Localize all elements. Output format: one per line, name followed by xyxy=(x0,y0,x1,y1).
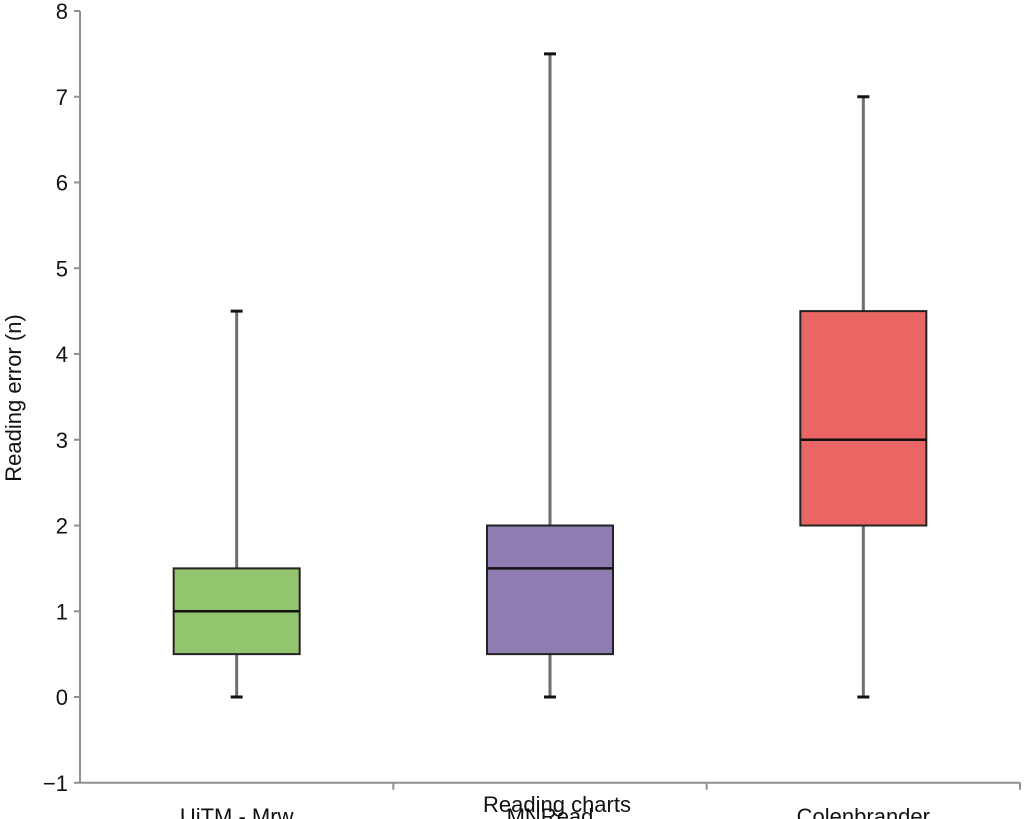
y-tick-label: 0 xyxy=(56,685,68,710)
y-tick-label: 3 xyxy=(56,428,68,453)
box-2 xyxy=(799,95,928,699)
y-axis: −1 0 1 2 3 4 5 6 7 8 xyxy=(43,0,81,796)
x-category-label: Colenbrander xyxy=(797,804,930,819)
box-1 xyxy=(486,52,614,699)
y-tick-label: 4 xyxy=(56,342,68,367)
y-tick-label: 6 xyxy=(56,171,68,196)
boxes xyxy=(172,52,928,699)
y-tick-label: 5 xyxy=(56,256,68,281)
y-tick-label: 1 xyxy=(56,599,68,624)
y-tick-label: 2 xyxy=(56,514,68,539)
x-category-label: MNRead xyxy=(507,804,594,819)
box-0 xyxy=(172,309,301,699)
y-tick-label: 8 xyxy=(56,0,68,24)
box-iqr xyxy=(799,310,928,527)
x-axis-title: Reading charts xyxy=(483,792,631,817)
y-tick-label: −1 xyxy=(43,771,68,796)
box-iqr xyxy=(486,524,614,656)
y-axis-title: Reading error (n) xyxy=(1,314,26,482)
x-category-label: UiTM - Mrw xyxy=(180,804,294,819)
x-axis: UiTM - Mrw MNRead Colenbrander xyxy=(80,781,1021,819)
y-tick-label: 7 xyxy=(56,85,68,110)
